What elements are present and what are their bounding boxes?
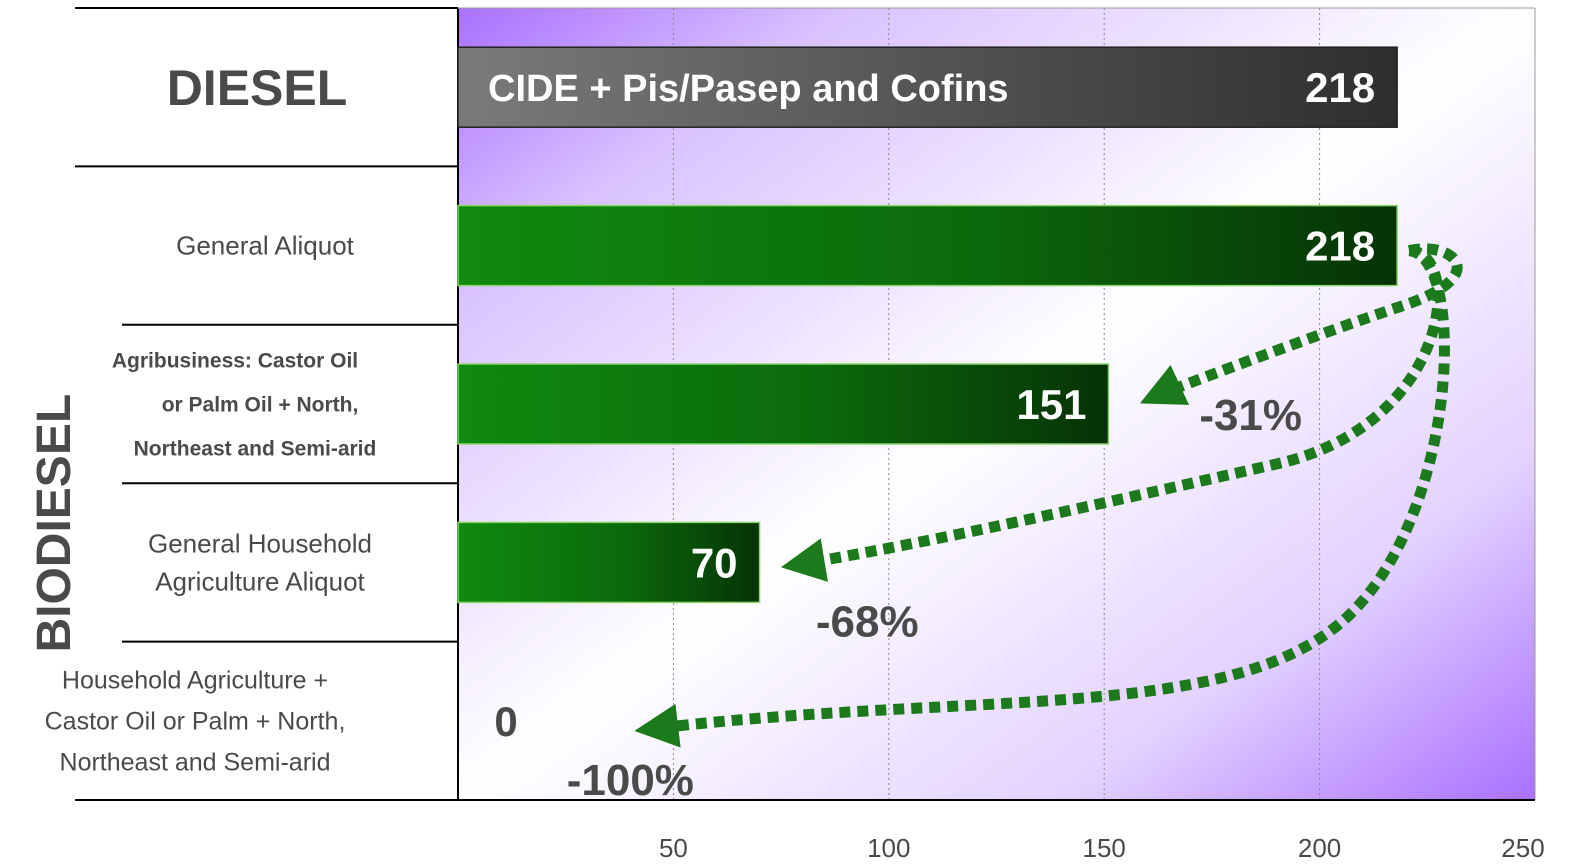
x-axis-ticks: 50 100 150 200 250 bbox=[75, 799, 1545, 863]
reduction-annotation: -31% bbox=[1199, 391, 1302, 440]
reduction-annotation: -68% bbox=[816, 597, 919, 646]
value-label: 218 bbox=[1305, 223, 1375, 270]
x-tick-label: 50 bbox=[659, 833, 688, 863]
group-label-biodiesel: BIODIESEL bbox=[28, 394, 81, 653]
category-label: Agriculture Aliquot bbox=[155, 567, 365, 597]
category-label: Household Agriculture + bbox=[62, 667, 328, 695]
x-tick-label: 150 bbox=[1083, 833, 1126, 863]
x-tick-label: 250 bbox=[1501, 833, 1544, 863]
bar-biodiesel bbox=[457, 204, 1398, 287]
x-tick-label: 200 bbox=[1298, 833, 1341, 863]
category-label: Agribusiness: Castor Oil bbox=[112, 349, 358, 372]
x-tick-label: 100 bbox=[867, 833, 910, 863]
bar-label: CIDE + Pis/Pasep and Cofins bbox=[488, 68, 1009, 110]
value-label: 70 bbox=[691, 539, 738, 586]
category-label-area: DIESEL BIODIESEL General Aliquot Agribusine… bbox=[28, 7, 458, 801]
group-label-diesel: DIESEL bbox=[167, 60, 348, 116]
reduction-arrows bbox=[634, 243, 1463, 748]
value-label: 151 bbox=[1016, 381, 1086, 428]
bar-biodiesel bbox=[457, 521, 761, 604]
value-label: 0 bbox=[494, 698, 517, 745]
category-label: Northeast and Semi-arid bbox=[60, 749, 331, 777]
category-label: Castor Oil or Palm + North, bbox=[45, 708, 346, 736]
bar-diesel bbox=[457, 46, 1398, 128]
reduction-arrow bbox=[1139, 243, 1463, 405]
category-label: General Aliquot bbox=[176, 231, 355, 261]
category-label: General Household bbox=[148, 529, 372, 559]
reduction-annotation: -100% bbox=[567, 756, 694, 805]
bars: 218 CIDE + Pis/Pasep and Cofins 218 151 70 0 bbox=[457, 46, 1398, 745]
value-label: 218 bbox=[1305, 64, 1375, 111]
annotations: -31% -68% -100% bbox=[567, 391, 1302, 805]
category-label: Northeast and Semi-arid bbox=[134, 437, 377, 460]
bar-biodiesel bbox=[457, 363, 1110, 445]
category-label: or Palm Oil + North, bbox=[162, 393, 359, 416]
